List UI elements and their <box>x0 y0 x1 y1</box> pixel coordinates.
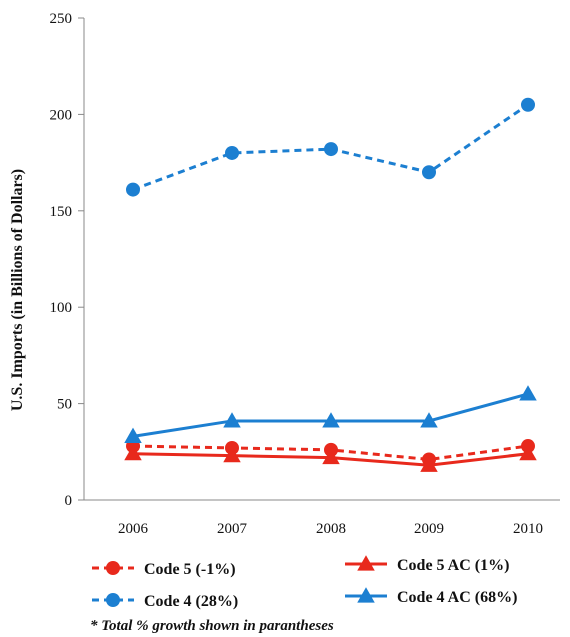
series-1 <box>124 444 537 472</box>
y-tick-label: 0 <box>65 493 73 509</box>
x-tick-label: 2007 <box>217 521 248 537</box>
data-point <box>225 145 239 160</box>
y-tick-label: 150 <box>50 204 73 220</box>
legend: Code 5 (-1%) Code 5 AC (1%) Code 4 (28%) Co… <box>92 555 517 610</box>
data-point <box>322 412 340 428</box>
legend-marker <box>106 561 120 575</box>
data-point <box>126 182 140 197</box>
series-3 <box>124 385 537 443</box>
y-tick-label: 250 <box>50 11 73 27</box>
x-tick-label: 2008 <box>316 521 346 537</box>
legend-label: Code 5 (-1%) <box>144 561 236 578</box>
data-point <box>420 456 438 472</box>
data-point <box>124 427 142 443</box>
legend-marker <box>357 555 375 571</box>
legend-item: Code 5 (-1%) <box>92 561 236 578</box>
data-point <box>422 165 436 180</box>
series-layer <box>124 97 537 472</box>
x-tick-label: 2006 <box>118 521 149 537</box>
legend-label: Code 4 AC (68%) <box>397 589 517 606</box>
y-tick-label: 50 <box>57 397 72 413</box>
legend-item: Code 4 AC (68%) <box>345 587 517 606</box>
series-2 <box>126 97 535 197</box>
data-point <box>322 448 340 465</box>
data-point <box>223 446 241 463</box>
x-axis: 2006 2007 2008 2009 2010 <box>84 499 560 537</box>
legend-marker <box>106 593 120 607</box>
y-axis: 0 50 100 150 200 250 <box>50 11 85 509</box>
data-point <box>420 412 438 428</box>
x-tick-label: 2009 <box>414 521 444 537</box>
data-point <box>124 444 142 461</box>
legend-item: Code 5 AC (1%) <box>345 555 509 574</box>
data-point <box>519 444 537 461</box>
legend-label: Code 4 (28%) <box>144 593 238 610</box>
footnote: * Total % growth shown in parantheses <box>90 618 334 634</box>
legend-marker <box>357 587 375 603</box>
legend-label: Code 5 AC (1%) <box>397 557 509 574</box>
data-point <box>519 385 537 401</box>
data-point <box>223 412 241 428</box>
y-tick-label: 100 <box>50 300 73 316</box>
x-tick-label: 2010 <box>513 521 543 537</box>
y-tick-label: 200 <box>50 107 73 123</box>
data-point <box>324 142 338 157</box>
data-point <box>521 97 535 112</box>
y-axis-title: U.S. Imports (in Billions of Dollars) <box>9 169 26 411</box>
legend-item: Code 4 (28%) <box>92 593 238 610</box>
